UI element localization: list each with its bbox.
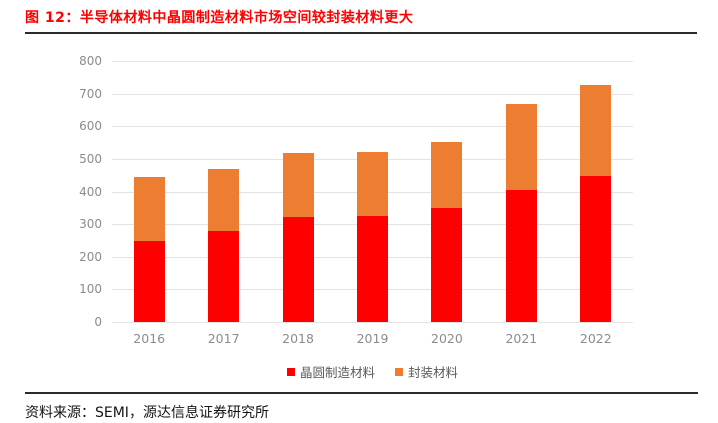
source-note: 资料来源：SEMI，源达信息证券研究所 bbox=[25, 405, 269, 421]
gridline-y-600 bbox=[112, 126, 633, 128]
bar-segment-2016-series1 bbox=[133, 177, 165, 242]
bar-segment-2022-series1 bbox=[580, 84, 612, 177]
y-tick-label-0: 0 bbox=[94, 315, 102, 329]
y-tick-label-100: 100 bbox=[79, 282, 102, 297]
x-tick-label-2017: 2017 bbox=[207, 331, 240, 346]
y-tick-label-400: 400 bbox=[79, 184, 102, 199]
y-tick-label-500: 500 bbox=[79, 151, 102, 166]
y-tick-label-800: 800 bbox=[79, 54, 102, 68]
legend-label-wafer: 晶圆制造材料 bbox=[299, 365, 375, 380]
y-tick-label-700: 700 bbox=[79, 86, 102, 101]
bar-segment-2022-series0 bbox=[580, 176, 612, 322]
bar-segment-2018-series1 bbox=[282, 152, 314, 217]
title-divider bbox=[25, 32, 697, 34]
bar-segment-2018-series0 bbox=[282, 216, 314, 322]
bar-segment-2017-series1 bbox=[208, 168, 240, 232]
gridline-y-700 bbox=[112, 93, 633, 95]
legend-swatch-wafer-icon bbox=[286, 367, 295, 376]
bar-segment-2021-series0 bbox=[505, 189, 537, 322]
bar-segment-2020-series1 bbox=[431, 141, 463, 209]
x-tick-label-2018: 2018 bbox=[282, 331, 314, 346]
legend-item-packaging: 封装材料 bbox=[395, 362, 458, 381]
bar-segment-2019-series0 bbox=[357, 215, 388, 322]
x-tick-label-2022: 2022 bbox=[579, 331, 612, 346]
legend-item-wafer: 晶圆制造材料 bbox=[286, 362, 375, 381]
x-tick-label-2020: 2020 bbox=[431, 331, 463, 346]
x-tick-label-2021: 2021 bbox=[505, 331, 538, 346]
figure-title: 图 12：半导体材料中晶圆制造材料市场空间较封装材料更大 bbox=[25, 10, 414, 26]
legend-swatch-packaging-icon bbox=[395, 367, 403, 376]
bar-segment-2016-series0 bbox=[133, 241, 165, 322]
bar-segment-2017-series0 bbox=[208, 231, 240, 322]
bar-segment-2019-series1 bbox=[357, 152, 388, 216]
bar-segment-2021-series1 bbox=[505, 104, 537, 190]
legend: 晶圆制造材料 封装材料 bbox=[112, 362, 633, 381]
x-tick-label-2016: 2016 bbox=[133, 331, 166, 346]
y-tick-label-200: 200 bbox=[79, 249, 102, 264]
bar-segment-2020-series0 bbox=[431, 208, 463, 322]
y-tick-label-600: 600 bbox=[79, 119, 102, 134]
y-tick-label-300: 300 bbox=[79, 217, 102, 232]
stacked-bar-chart: 0 100 200 300 400 500 600 700 800 2016 2017 2018 20… bbox=[0, 40, 718, 385]
footer-divider bbox=[25, 392, 698, 394]
x-tick-label-2019: 2019 bbox=[356, 331, 389, 346]
gridline-y-0 bbox=[112, 322, 633, 323]
gridline-y-800 bbox=[112, 61, 633, 62]
legend-label-packaging: 封装材料 bbox=[408, 365, 459, 380]
